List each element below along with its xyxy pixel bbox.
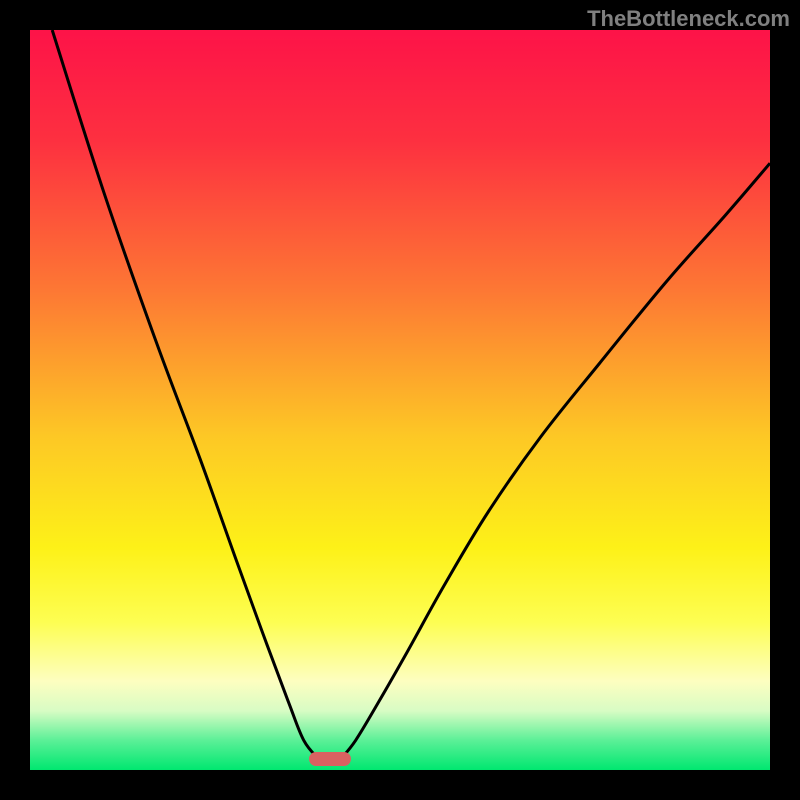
bottleneck-curve — [30, 30, 770, 770]
chart-plot-area — [30, 30, 770, 770]
watermark-text: TheBottleneck.com — [587, 6, 790, 32]
minimum-marker — [309, 752, 351, 766]
curve-path — [52, 30, 770, 759]
